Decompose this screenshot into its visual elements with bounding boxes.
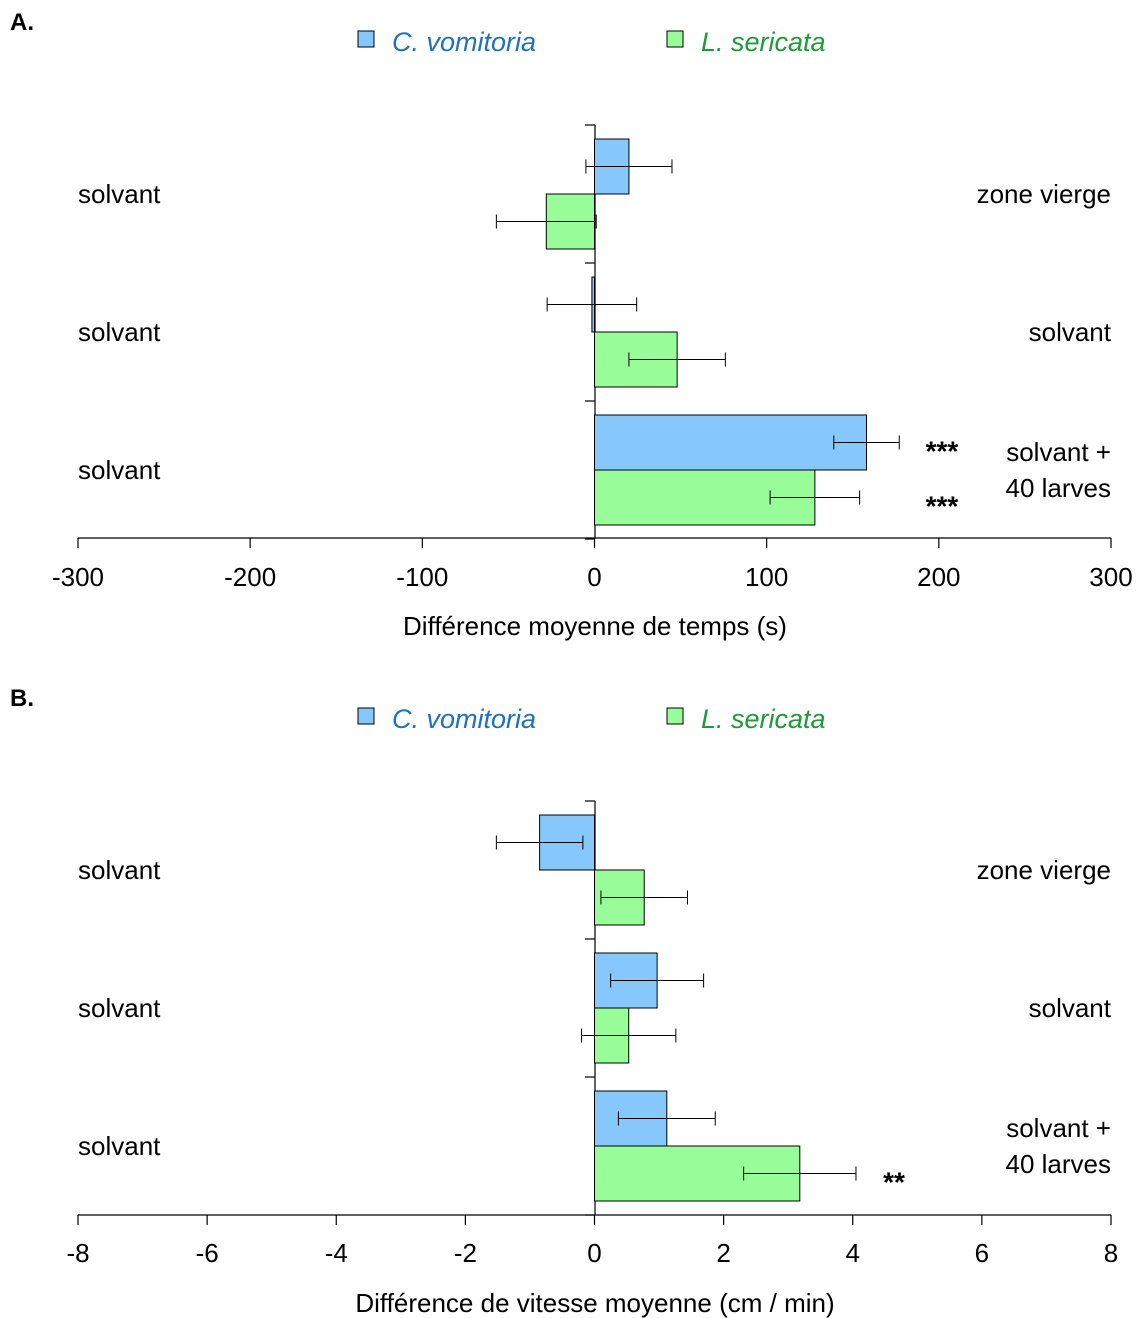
x-tick-label: -8 [66, 1238, 89, 1268]
legend-swatch [666, 707, 684, 725]
error-bar [495, 835, 584, 850]
right-category-label: solvant + [1006, 1113, 1111, 1143]
bar [594, 414, 868, 471]
right-category-label: solvant + [1006, 437, 1111, 467]
x-tick-label: -300 [52, 562, 104, 592]
legend-swatch [357, 30, 375, 48]
x-axis-label: Différence moyenne de temps (s) [403, 611, 787, 641]
x-tick-label: 4 [846, 1238, 860, 1268]
error-bar [546, 297, 638, 312]
x-tick-label: 100 [745, 562, 788, 592]
x-tick-label: 2 [716, 1238, 730, 1268]
x-tick-label: 300 [1089, 562, 1132, 592]
x-tick-label: -4 [325, 1238, 348, 1268]
significance-mark: *** [926, 436, 959, 467]
right-category-label: zone vierge [977, 179, 1111, 209]
left-category-label: solvant [78, 317, 161, 347]
error-bar [610, 973, 705, 988]
error-bar [833, 435, 900, 450]
x-tick-label: -6 [196, 1238, 219, 1268]
x-tick-label: -100 [396, 562, 448, 592]
left-category-label: solvant [78, 179, 161, 209]
left-category-label: solvant [78, 855, 161, 885]
right-category-label: solvant [1029, 993, 1112, 1023]
right-category-label: 40 larves [1006, 473, 1112, 503]
legend-item: C. vomitoria [357, 704, 536, 734]
legend-item: C. vomitoria [357, 27, 536, 57]
left-category-label: solvant [78, 993, 161, 1023]
panel-label: B. [10, 685, 34, 712]
error-bar [617, 1111, 716, 1126]
error-bar [495, 214, 597, 229]
error-bar [743, 1166, 857, 1181]
panel-label: A. [10, 9, 34, 36]
error-bar [769, 490, 861, 505]
legend-label: L. sericata [701, 27, 826, 57]
significance-mark: ** [883, 1167, 905, 1198]
x-tick-label: 0 [587, 1238, 601, 1268]
chart-panel-a: A. C. vomitoria L. sericata solvant zone vie… [10, 9, 1133, 641]
x-tick-label: 0 [587, 562, 601, 592]
error-bar [581, 1028, 677, 1043]
right-category-label: solvant [1029, 317, 1112, 347]
left-category-label: solvant [78, 455, 161, 485]
error-bar [600, 890, 688, 905]
legend-label: C. vomitoria [392, 704, 536, 734]
error-bar [585, 159, 673, 174]
legend-item: L. sericata [666, 704, 826, 734]
chart-panel-b: B. C. vomitoria L. sericata solvant zone vie… [10, 685, 1118, 1318]
x-tick-label: 200 [917, 562, 960, 592]
x-tick-label: 8 [1104, 1238, 1118, 1268]
right-category-label: zone vierge [977, 855, 1111, 885]
legend-swatch [666, 30, 684, 48]
x-tick-label: -200 [224, 562, 276, 592]
x-axis-label: Différence de vitesse moyenne (cm / min) [355, 1288, 834, 1318]
legend-label: C. vomitoria [392, 27, 536, 57]
x-tick-label: -2 [454, 1238, 477, 1268]
left-category-label: solvant [78, 1131, 161, 1161]
right-category-label: 40 larves [1006, 1149, 1112, 1179]
legend-swatch [357, 707, 375, 725]
x-tick-label: 6 [975, 1238, 989, 1268]
error-bar [628, 352, 726, 367]
legend-label: L. sericata [701, 704, 826, 734]
significance-mark: *** [926, 491, 959, 522]
legend-item: L. sericata [666, 27, 826, 57]
